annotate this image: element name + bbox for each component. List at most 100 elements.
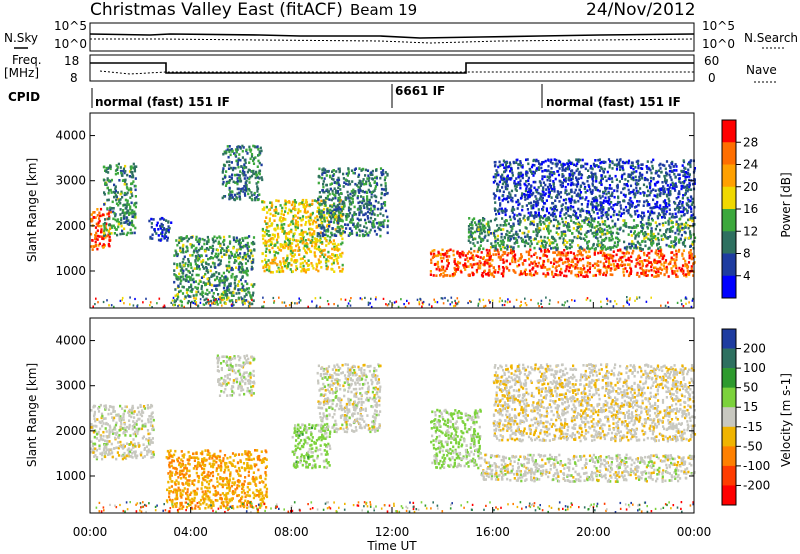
data-cell [641,248,644,251]
data-cell [234,284,237,288]
data-cell [506,248,509,251]
data-cell [686,272,689,276]
data-cell [121,195,124,199]
data-cell [318,261,321,265]
data-cell [258,161,261,165]
data-cell [552,224,555,228]
data-cell [241,156,244,159]
data-cell [299,265,302,268]
data-cell [196,259,200,262]
data-cell [510,198,513,202]
data-cell [544,159,547,163]
data-cell [652,236,655,239]
data-cell [467,239,470,242]
data-cell [652,241,655,245]
data-cell [610,232,613,236]
data-cell [601,220,604,223]
data-cell [687,218,690,222]
data-cell [446,258,449,262]
data-cell [229,148,232,152]
data-cell [668,164,671,167]
data-cell [367,217,370,220]
data-cell [540,199,544,202]
data-cell [244,161,247,165]
data-cell [543,240,547,243]
data-cell [610,235,613,238]
data-cell [560,258,563,262]
data-cell [542,221,545,224]
data-cell [341,202,344,206]
data-cell [268,269,271,273]
data-cell [319,215,322,219]
data-cell [544,169,547,172]
data-cell [456,250,459,254]
data-cell [533,273,536,277]
data-cell [470,235,473,238]
data-cell [562,232,565,236]
data-cell [514,232,518,236]
data-cell [487,233,490,237]
data-cell [162,218,166,221]
data-cell [559,191,563,194]
data-cell [473,249,476,253]
data-cell [639,192,642,195]
data-cell [497,252,500,256]
data-cell [483,229,486,233]
data-cell [539,184,543,187]
data-cell [579,267,582,270]
data-cell [656,253,659,257]
data-cell [492,192,495,195]
data-cell [580,273,583,277]
data-cell [294,208,297,211]
data-cell [356,196,359,200]
data-cell [641,167,644,170]
data-cell [351,194,354,198]
data-cell [377,201,380,204]
data-cell [680,214,683,218]
data-cell [447,249,450,252]
data-cell [585,210,588,213]
data-cell [674,207,677,211]
data-cell [104,225,107,228]
data-cell [195,267,198,270]
data-cell [536,223,539,226]
data-cell [192,280,195,284]
data-cell [317,175,320,178]
data-cell [289,223,292,226]
data-cell [558,179,561,183]
data-cell [190,285,193,288]
data-cell [228,254,231,258]
data-cell [562,237,565,240]
data-cell [525,227,528,230]
data-cell [611,191,614,195]
data-cell [186,246,189,250]
data-cell [385,192,388,196]
data-cell [599,230,603,234]
data-cell [633,246,636,250]
data-cell [498,207,501,211]
data-cell [673,259,676,263]
data-cell [677,250,680,253]
data-cell [220,279,223,283]
data-cell [547,216,550,219]
data-cell [195,294,198,297]
data-cell [684,175,687,179]
data-cell [304,201,307,204]
data-cell [537,186,540,189]
data-cell [235,249,238,252]
data-cell [504,207,507,211]
data-cell [558,226,561,230]
data-cell [583,275,587,278]
data-cell [577,207,580,211]
data-cell [489,254,492,258]
data-cell [281,243,284,247]
data-cell [242,169,245,173]
data-cell [586,179,589,183]
data-cell [650,242,653,246]
data-cell [368,182,371,185]
data-cell [116,166,119,169]
data-cell [657,238,660,242]
data-cell [152,218,155,221]
data-cell [683,223,686,226]
data-cell [527,179,530,182]
